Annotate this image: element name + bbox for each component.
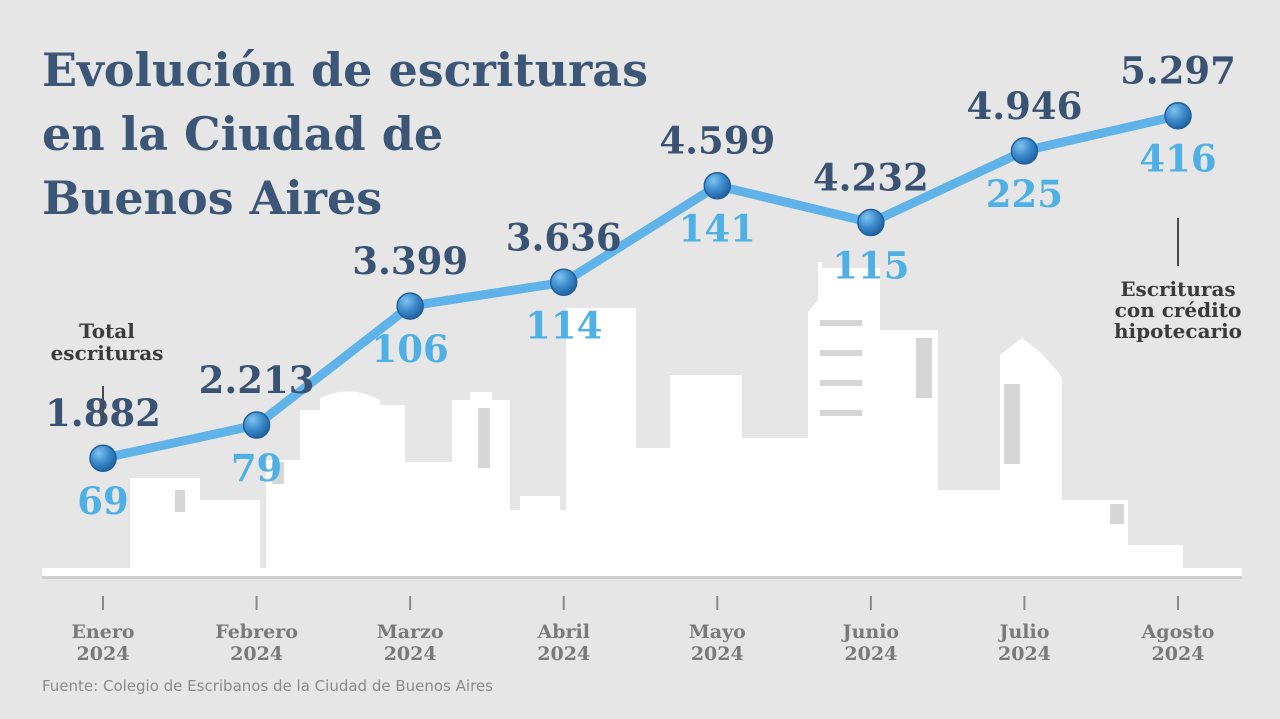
title-line: Evolución de escrituras — [42, 43, 648, 97]
total-value-label: 2.213 — [199, 358, 315, 402]
series-line-segment — [712, 181, 876, 228]
total-value-label: 3.399 — [352, 239, 468, 283]
data-point-6[interactable] — [857, 208, 885, 237]
x-tick-label-year: 2024 — [844, 643, 897, 665]
annotation-total-text: escrituras — [51, 341, 164, 365]
x-tick-label-year: 2024 — [691, 643, 744, 665]
mortgage-value-label: 79 — [231, 446, 283, 490]
chart-title: Evolución de escrituras en la Ciudad de … — [42, 38, 742, 230]
series-line-segment — [1019, 111, 1183, 156]
source-note: Fuente: Colegio de Escribanos de la Ciud… — [42, 677, 493, 695]
total-value-label: 4.599 — [659, 119, 775, 163]
data-point-8[interactable] — [1164, 101, 1192, 130]
city-skyline — [42, 262, 1242, 578]
data-point-2[interactable] — [242, 411, 271, 439]
x-tick-label-year: 2024 — [77, 643, 130, 665]
data-point-1[interactable] — [89, 444, 117, 472]
data-point-7[interactable] — [1010, 137, 1039, 165]
total-value-label: 5.297 — [1120, 49, 1236, 93]
title-line: Buenos Aires — [42, 171, 383, 225]
data-point-5[interactable] — [703, 171, 732, 200]
x-tick-label-year: 2024 — [1152, 643, 1205, 665]
x-tick-label-month: Julio — [997, 621, 1049, 643]
mortgage-value-label: 115 — [832, 244, 909, 288]
total-value-label: 4.946 — [966, 84, 1082, 128]
series-line-segment — [559, 181, 722, 287]
x-tick-label-year: 2024 — [537, 643, 590, 665]
annotation-mortgage-text: con crédito — [1115, 298, 1242, 322]
baseline — [42, 576, 1242, 579]
x-tick-label-month: Abril — [536, 621, 589, 643]
mortgage-value-label: 114 — [525, 303, 602, 347]
title-line: en la Ciudad de — [42, 107, 444, 161]
total-value-label: 3.636 — [506, 215, 622, 259]
annotation-mortgage-text: hipotecario — [1114, 319, 1242, 343]
series-line-segment — [866, 146, 1029, 228]
x-tick-label-year: 2024 — [230, 643, 283, 665]
mortgage-value-label: 69 — [77, 479, 129, 523]
data-point-3[interactable] — [396, 292, 424, 320]
x-tick-label-month: Marzo — [377, 621, 444, 643]
total-value-label: 4.232 — [813, 156, 929, 200]
data-point-4[interactable] — [549, 268, 578, 297]
skyline-windows — [175, 320, 1124, 524]
x-tick-label-month: Junio — [841, 621, 900, 643]
x-tick-label-year: 2024 — [998, 643, 1051, 665]
series-line-segment — [252, 301, 415, 430]
x-tick-label-month: Mayo — [689, 621, 746, 643]
annotation-mortgage-text: Escrituras — [1120, 277, 1235, 301]
series-line-segment — [405, 277, 569, 311]
mortgage-value-label: 225 — [986, 172, 1063, 216]
mortgage-value-label: 416 — [1139, 137, 1216, 181]
annotation-total-text: Total — [79, 319, 135, 343]
x-tick-label-year: 2024 — [384, 643, 437, 665]
series-line-segment — [98, 420, 262, 463]
mortgage-value-label: 141 — [679, 207, 756, 251]
mortgage-value-label: 106 — [372, 327, 449, 371]
x-tick-label-month: Enero — [71, 621, 134, 643]
x-tick-label-month: Febrero — [215, 621, 298, 643]
x-tick-label-month: Agosto — [1141, 621, 1215, 643]
